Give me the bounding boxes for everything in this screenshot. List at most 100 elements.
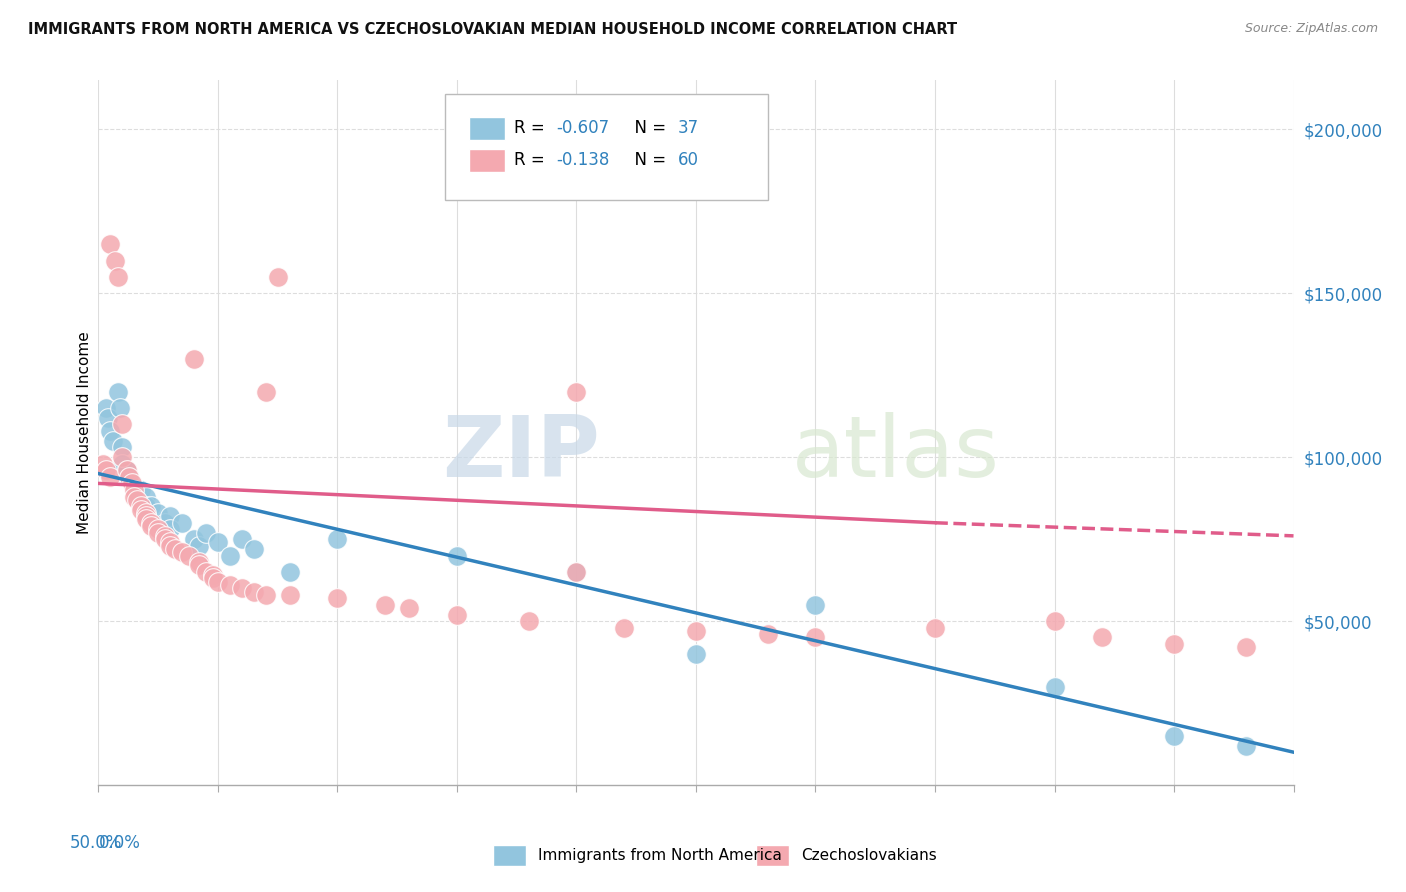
Point <box>131 502 153 516</box>
Point <box>159 522 181 536</box>
Text: Immigrants from North America: Immigrants from North America <box>538 848 782 863</box>
Point <box>107 269 129 284</box>
Point <box>685 647 707 661</box>
Point <box>326 591 349 606</box>
Point <box>1043 614 1066 628</box>
Point <box>148 525 170 540</box>
Point <box>565 384 588 399</box>
Point <box>155 516 177 530</box>
Point <box>139 500 162 514</box>
Point <box>278 588 301 602</box>
Text: 0.0%: 0.0% <box>98 834 141 852</box>
Point <box>202 572 225 586</box>
Text: R =: R = <box>515 151 550 169</box>
Point <box>565 565 588 579</box>
Point <box>398 601 420 615</box>
Point <box>111 450 134 465</box>
Text: IMMIGRANTS FROM NORTH AMERICA VS CZECHOSLOVAKIAN MEDIAN HOUSEHOLD INCOME CORRELA: IMMIGRANTS FROM NORTH AMERICA VS CZECHOS… <box>28 22 957 37</box>
Point <box>804 598 827 612</box>
Point <box>179 549 201 563</box>
Point <box>121 476 143 491</box>
Text: -0.138: -0.138 <box>557 151 610 169</box>
Point <box>163 541 186 556</box>
Point <box>207 535 229 549</box>
Text: Source: ZipAtlas.com: Source: ZipAtlas.com <box>1244 22 1378 36</box>
Point <box>124 490 146 504</box>
Point <box>756 627 779 641</box>
Point <box>131 500 153 514</box>
Point <box>148 506 170 520</box>
FancyBboxPatch shape <box>756 845 789 866</box>
Point <box>115 463 138 477</box>
FancyBboxPatch shape <box>446 95 768 200</box>
Point <box>202 568 225 582</box>
Point <box>195 565 218 579</box>
Point <box>94 401 117 415</box>
Point <box>183 532 205 546</box>
Point <box>104 253 127 268</box>
Point <box>374 598 396 612</box>
Point <box>207 574 229 589</box>
Point <box>231 582 253 596</box>
Point <box>326 532 349 546</box>
Y-axis label: Median Household Income: Median Household Income <box>77 331 91 534</box>
Point <box>159 539 181 553</box>
Point <box>91 457 114 471</box>
Point <box>118 470 141 484</box>
Point <box>97 410 120 425</box>
Point <box>1091 631 1114 645</box>
Point <box>98 470 122 484</box>
Point <box>231 532 253 546</box>
Point <box>1163 729 1185 743</box>
Point <box>219 578 242 592</box>
Point <box>1043 680 1066 694</box>
Point <box>118 470 141 484</box>
Point <box>94 463 117 477</box>
Point <box>565 565 588 579</box>
FancyBboxPatch shape <box>470 149 505 172</box>
Point <box>685 624 707 638</box>
Point <box>187 555 209 569</box>
Point <box>125 490 148 504</box>
Point <box>155 532 177 546</box>
FancyBboxPatch shape <box>494 845 526 866</box>
Point <box>107 384 129 399</box>
Point <box>446 549 468 563</box>
Point <box>139 519 162 533</box>
Text: N =: N = <box>624 120 672 137</box>
Point <box>115 463 138 477</box>
Point <box>254 588 277 602</box>
Point <box>517 614 540 628</box>
Text: R =: R = <box>515 120 550 137</box>
Point <box>183 351 205 366</box>
FancyBboxPatch shape <box>470 117 505 140</box>
Point <box>243 541 266 556</box>
Text: 37: 37 <box>678 120 699 137</box>
Point <box>219 549 242 563</box>
Point <box>1234 640 1257 655</box>
Text: -0.607: -0.607 <box>557 120 609 137</box>
Point <box>155 529 177 543</box>
Point <box>1234 739 1257 753</box>
Point <box>98 424 122 438</box>
Point <box>278 565 301 579</box>
Point <box>187 539 209 553</box>
Point <box>111 441 134 455</box>
Point <box>195 525 218 540</box>
Point <box>111 457 134 471</box>
Point <box>131 483 153 497</box>
Text: 60: 60 <box>678 151 699 169</box>
Point <box>135 500 157 514</box>
Point <box>613 621 636 635</box>
Point <box>243 584 266 599</box>
Point <box>159 509 181 524</box>
Point <box>135 506 157 520</box>
Text: 50.0%: 50.0% <box>70 834 122 852</box>
Point <box>125 492 148 507</box>
Point <box>124 483 146 497</box>
Text: atlas: atlas <box>792 412 1000 495</box>
Point <box>187 558 209 573</box>
Point <box>172 545 194 559</box>
Point <box>172 516 194 530</box>
Point <box>135 512 157 526</box>
